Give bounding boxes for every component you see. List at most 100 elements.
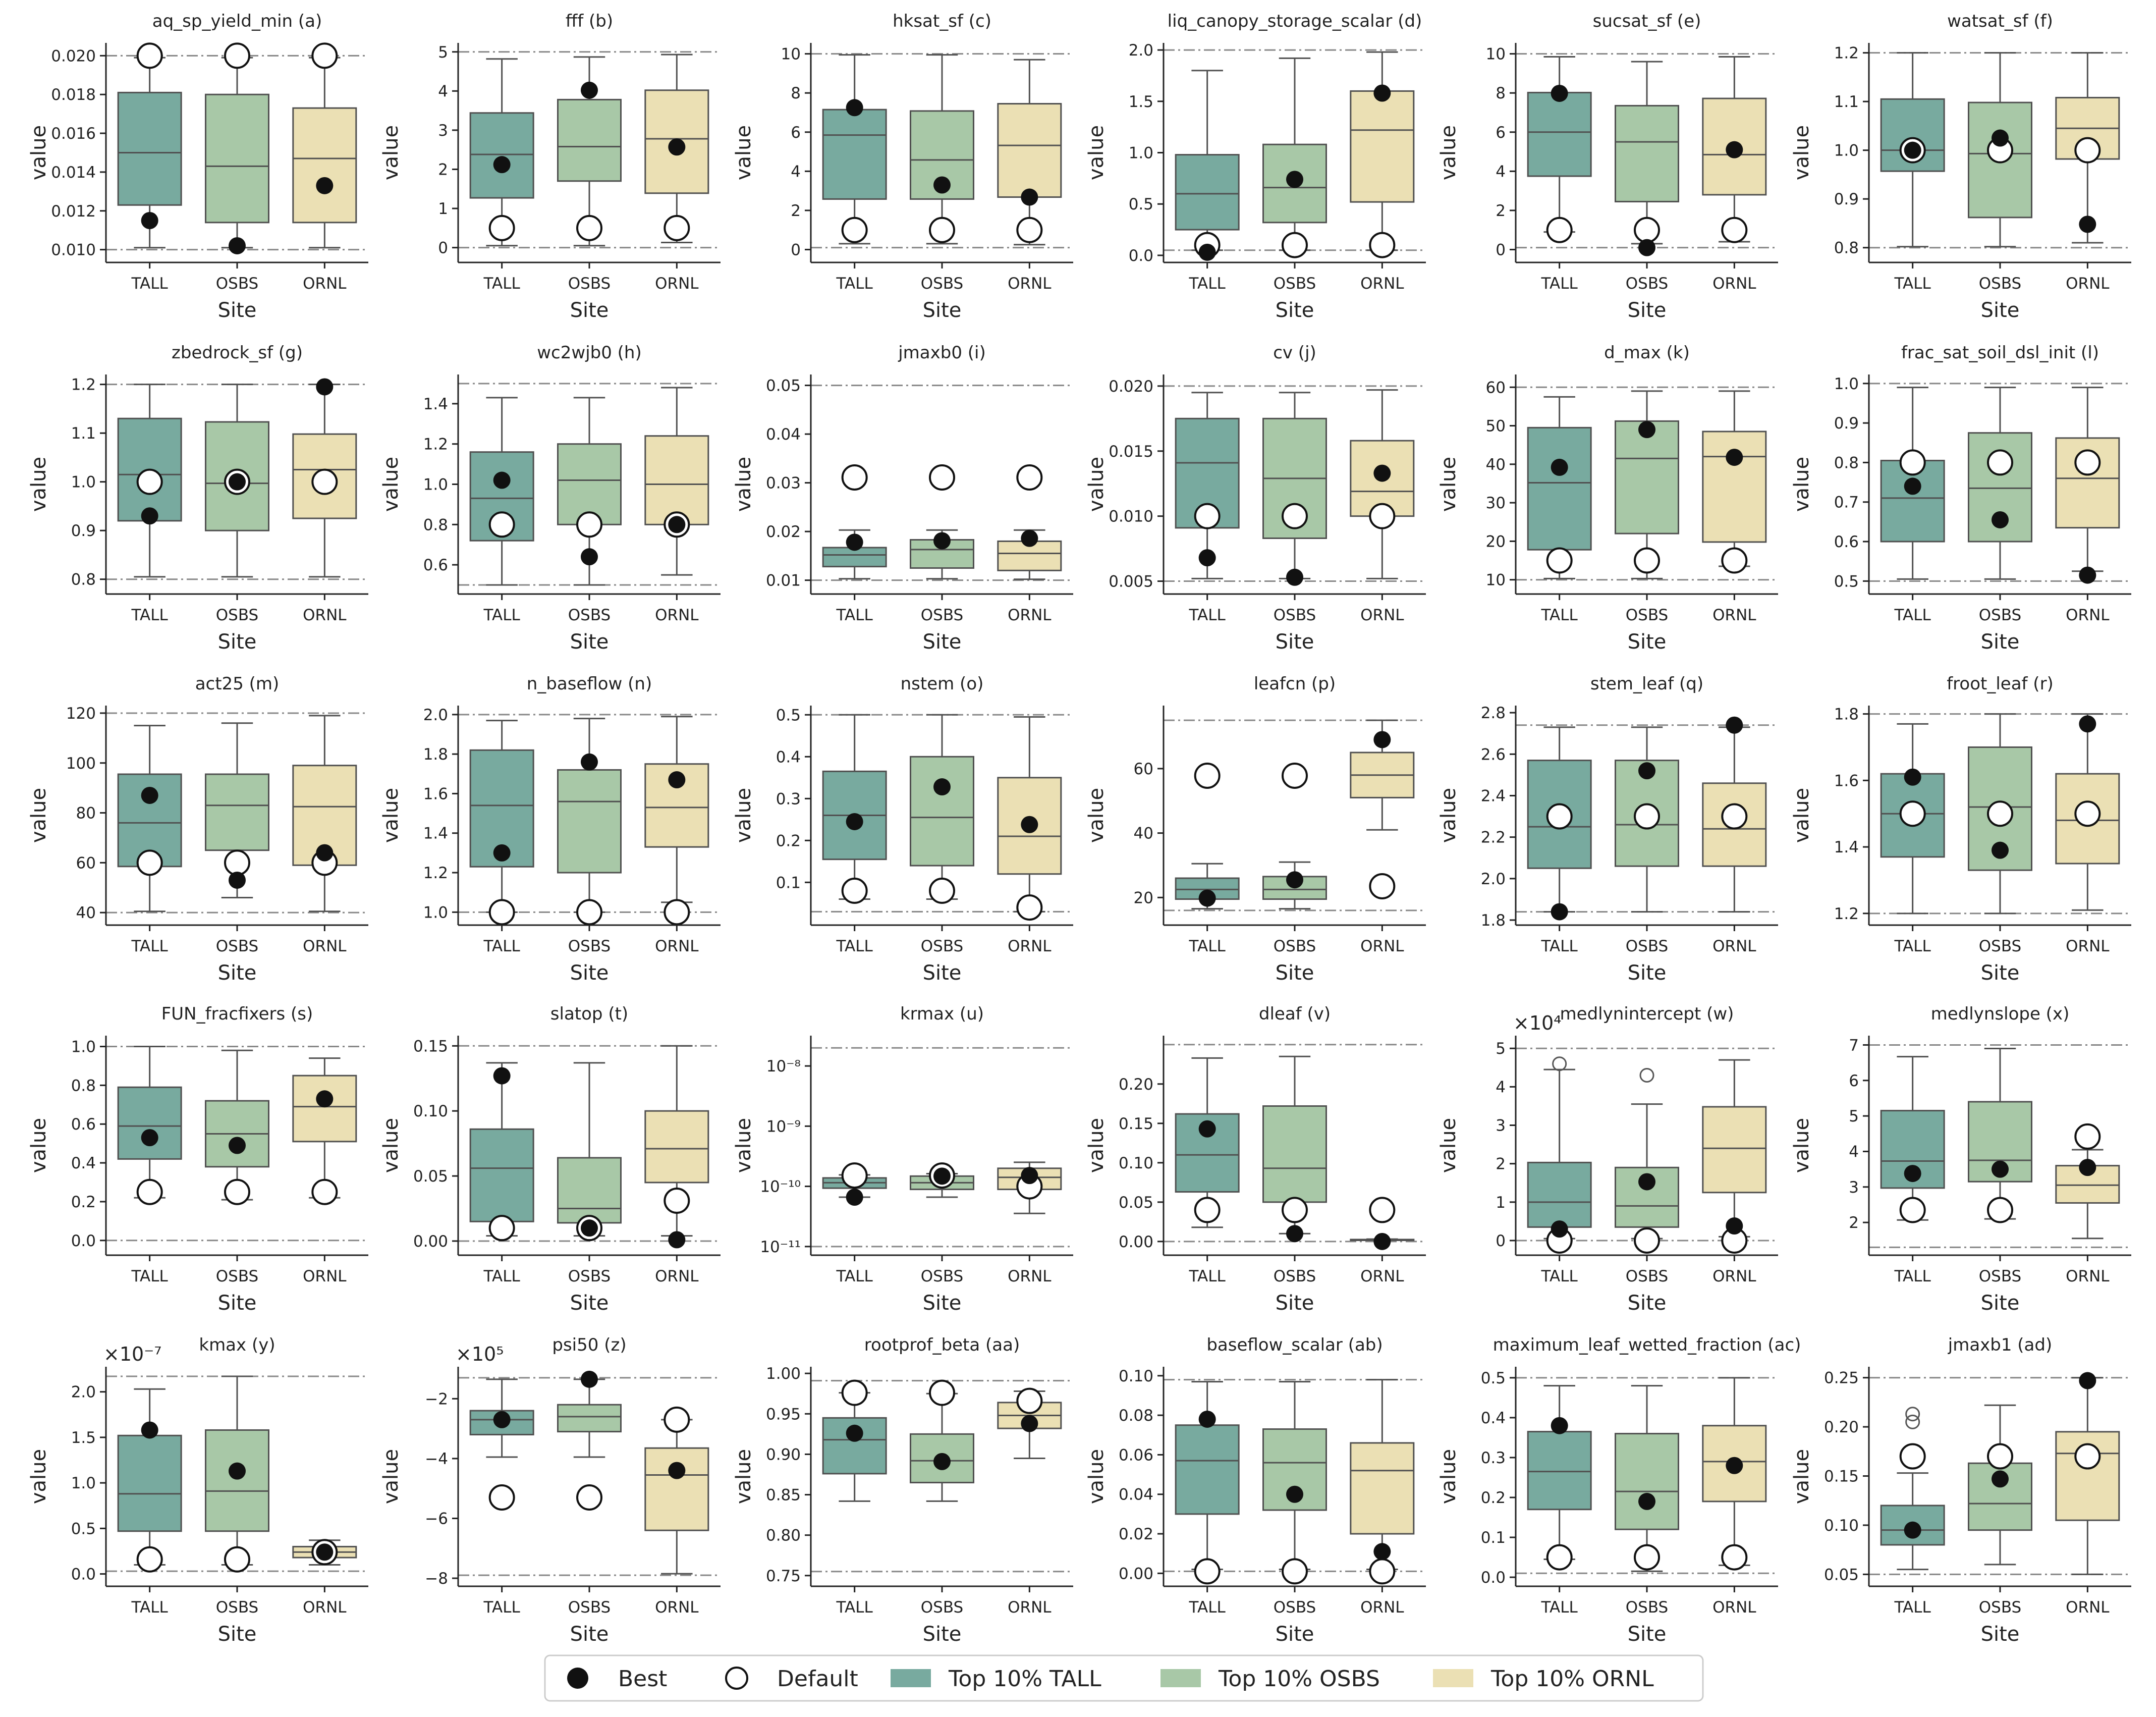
y-tick-label: −6 bbox=[425, 1510, 448, 1528]
y-tick-label: 0.016 bbox=[51, 125, 96, 143]
x-tick-label: ORNL bbox=[1008, 937, 1052, 955]
box-osbs bbox=[557, 1404, 622, 1433]
default-marker bbox=[1899, 449, 1926, 476]
best-marker bbox=[141, 507, 158, 525]
x-tick-label: TALL bbox=[483, 937, 521, 955]
default-marker bbox=[576, 511, 602, 538]
default-marker bbox=[1634, 803, 1660, 830]
x-tick-label: TALL bbox=[1189, 606, 1226, 624]
subplot-11: frac_sat_soil_dsl_init (l) 0.5 0.6 0.7 0.8 0.… bbox=[1790, 343, 2131, 654]
x-axis-label: Site bbox=[1981, 961, 2020, 985]
default-marker bbox=[1369, 873, 1396, 899]
x-tick-label: ORNL bbox=[2066, 937, 2110, 955]
y-tick-label: 0.1 bbox=[1481, 1529, 1506, 1547]
box-tall bbox=[469, 1128, 534, 1222]
default-marker bbox=[1194, 1558, 1221, 1585]
y-tick-label: 3 bbox=[1496, 1117, 1506, 1135]
best-marker bbox=[229, 871, 246, 889]
y-tick-label: 6 bbox=[1496, 124, 1506, 142]
y-tick-label: 1.2 bbox=[71, 376, 96, 394]
best-marker bbox=[1021, 188, 1038, 206]
default-marker bbox=[1634, 547, 1660, 574]
y-tick-label: 0.1 bbox=[776, 874, 801, 892]
outlier-point bbox=[1905, 1414, 1920, 1429]
default-marker bbox=[576, 214, 602, 241]
subplot-25: psi50 (z) −8 −6 −4 −2 TALL OSBS ORNL Site value ×1… bbox=[379, 1335, 721, 1646]
y-axis-label: value bbox=[732, 788, 755, 843]
best-marker bbox=[1992, 129, 2009, 147]
y-axis-label: value bbox=[1437, 1449, 1460, 1504]
y-tick-label: 0.020 bbox=[1109, 378, 1153, 396]
x-axis-label: Site bbox=[218, 1292, 257, 1315]
axis-multiplier: ×10⁴ bbox=[1513, 1012, 1561, 1034]
default-marker bbox=[224, 1546, 250, 1573]
y-tick-label: 10⁻⁹ bbox=[766, 1117, 801, 1136]
subplot-title: kmax (y) bbox=[199, 1335, 275, 1355]
y-tick-label: 1.0 bbox=[1129, 144, 1153, 163]
subplot-8: jmaxb0 (i) 0.01 0.02 0.03 0.04 0.05 TALL OSBS OR… bbox=[732, 343, 1073, 654]
x-tick-label: ORNL bbox=[1008, 1598, 1052, 1617]
x-tick-label: TALL bbox=[836, 937, 873, 955]
default-marker bbox=[1282, 1197, 1308, 1223]
x-axis-label: Site bbox=[218, 630, 257, 654]
best-marker bbox=[493, 844, 511, 862]
y-tick-label: 5 bbox=[1496, 1040, 1506, 1058]
y-tick-label: 0.80 bbox=[766, 1527, 801, 1545]
default-marker bbox=[1282, 762, 1308, 789]
subplot-title: hksat_sf (c) bbox=[893, 11, 991, 31]
subplot-title: liq_canopy_storage_scalar (d) bbox=[1168, 11, 1422, 31]
y-tick-label: 0.10 bbox=[1824, 1517, 1859, 1535]
best-marker bbox=[933, 532, 951, 550]
box-osbs bbox=[205, 773, 269, 851]
default-marker bbox=[1369, 1197, 1396, 1223]
default-marker bbox=[1546, 1544, 1573, 1571]
y-tick-label: 0.25 bbox=[1824, 1369, 1859, 1387]
y-tick-label: 0.08 bbox=[1119, 1407, 1153, 1425]
legend-best-marker bbox=[567, 1668, 588, 1689]
x-tick-label: TALL bbox=[1541, 1598, 1578, 1617]
y-tick-label: 0.4 bbox=[776, 748, 801, 766]
box-osbs bbox=[557, 1157, 622, 1224]
y-tick-label: 0.4 bbox=[1481, 1409, 1506, 1427]
x-tick-label: ORNL bbox=[1712, 606, 1756, 624]
x-tick-label: ORNL bbox=[303, 1598, 347, 1617]
best-marker bbox=[1198, 243, 1216, 261]
default-marker bbox=[1899, 1443, 1926, 1470]
subplot-23: medlynslope (x) 2 3 4 5 6 7 TALL OSBS ORNL Site val… bbox=[1790, 1004, 2131, 1315]
y-axis-label: value bbox=[1790, 457, 1813, 512]
y-tick-label: 1.2 bbox=[423, 436, 448, 454]
y-tick-label: 6 bbox=[791, 124, 801, 142]
x-tick-label: ORNL bbox=[303, 606, 347, 624]
subplot-title: watsat_sf (f) bbox=[1947, 11, 2053, 31]
x-tick-label: OSBS bbox=[921, 1598, 963, 1617]
y-tick-label: 0.20 bbox=[1824, 1418, 1859, 1436]
y-tick-label: 10⁻¹⁰ bbox=[760, 1178, 801, 1196]
default-marker bbox=[488, 899, 515, 926]
subplot-9: cv (j) 0.005 0.010 0.015 0.020 TALL OSBS ORNL Si… bbox=[1085, 343, 1426, 654]
y-tick-label: 0.018 bbox=[51, 86, 96, 104]
best-marker bbox=[1904, 141, 1921, 159]
x-axis-label: Site bbox=[923, 1623, 962, 1646]
y-tick-label: 0 bbox=[791, 241, 801, 259]
best-marker bbox=[229, 1137, 246, 1154]
default-marker bbox=[664, 899, 690, 926]
x-tick-label: TALL bbox=[1894, 1267, 1931, 1285]
legend-label: Top 10% TALL bbox=[948, 1666, 1101, 1692]
x-axis-label: Site bbox=[1981, 630, 2020, 654]
y-axis-label: value bbox=[1437, 125, 1460, 180]
x-tick-label: ORNL bbox=[2066, 1598, 2110, 1617]
best-marker bbox=[1638, 421, 1655, 439]
y-tick-label: 0.10 bbox=[1119, 1154, 1153, 1172]
y-tick-label: 1 bbox=[1496, 1194, 1506, 1212]
y-tick-label: 60 bbox=[1134, 760, 1153, 778]
x-tick-label: OSBS bbox=[1626, 937, 1668, 955]
legend-default-marker bbox=[725, 1667, 748, 1690]
x-tick-label: ORNL bbox=[655, 1598, 699, 1617]
y-tick-label: 5 bbox=[1849, 1107, 1859, 1125]
y-tick-label: 0.015 bbox=[1109, 443, 1153, 461]
x-axis-label: Site bbox=[570, 299, 609, 322]
y-tick-label: 0.15 bbox=[413, 1037, 448, 1055]
y-tick-label: 40 bbox=[1134, 825, 1153, 843]
default-marker bbox=[488, 511, 515, 538]
best-marker bbox=[933, 176, 951, 194]
